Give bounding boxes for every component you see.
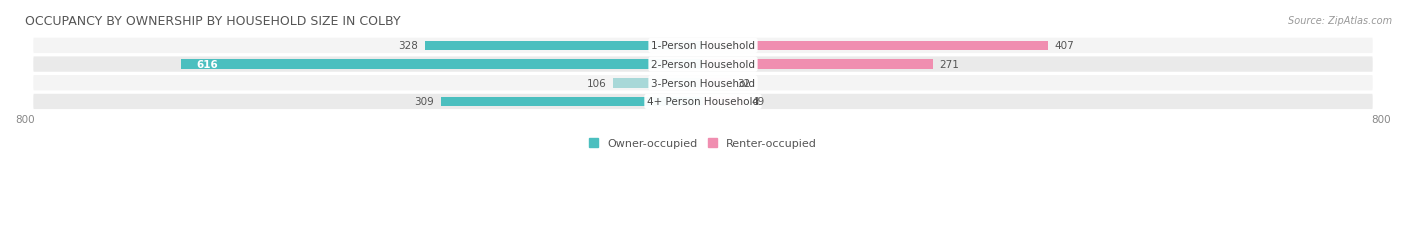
Text: OCCUPANCY BY OWNERSHIP BY HOUSEHOLD SIZE IN COLBY: OCCUPANCY BY OWNERSHIP BY HOUSEHOLD SIZE… [25, 15, 401, 28]
Text: 1-Person Household: 1-Person Household [651, 41, 755, 51]
Bar [441, 97, 703, 107]
Text: 309: 309 [415, 97, 434, 107]
FancyBboxPatch shape [34, 57, 1372, 72]
Text: 106: 106 [586, 78, 606, 88]
Text: 407: 407 [1054, 41, 1074, 51]
Text: 271: 271 [939, 60, 959, 70]
FancyBboxPatch shape [34, 94, 1372, 110]
Text: 49: 49 [751, 97, 765, 107]
Text: 32: 32 [737, 78, 751, 88]
Bar [703, 41, 1047, 51]
Bar [703, 60, 932, 70]
Legend: Owner-occupied, Renter-occupied: Owner-occupied, Renter-occupied [589, 139, 817, 149]
Text: 328: 328 [398, 41, 418, 51]
Text: 616: 616 [195, 60, 218, 70]
Text: 3-Person Household: 3-Person Household [651, 78, 755, 88]
Text: 2-Person Household: 2-Person Household [651, 60, 755, 70]
Bar [425, 41, 703, 51]
Text: 4+ Person Household: 4+ Person Household [647, 97, 759, 107]
FancyBboxPatch shape [34, 76, 1372, 91]
FancyBboxPatch shape [34, 39, 1372, 54]
Bar [703, 97, 745, 107]
Bar [703, 79, 730, 88]
Text: Source: ZipAtlas.com: Source: ZipAtlas.com [1288, 16, 1392, 26]
Bar [181, 60, 703, 70]
Bar [613, 79, 703, 88]
